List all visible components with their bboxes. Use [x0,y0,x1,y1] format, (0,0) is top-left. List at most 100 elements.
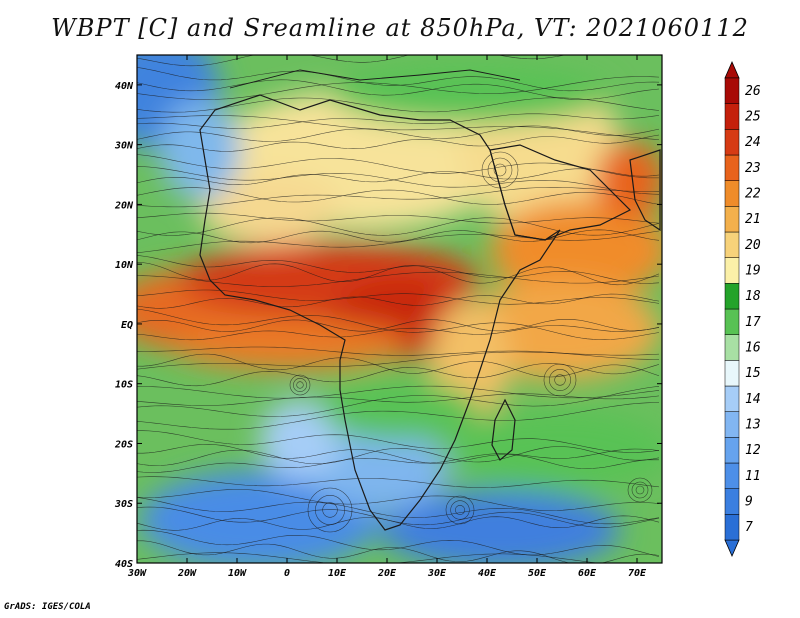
streamline [137,506,660,528]
lat-tick-label: 10S [115,380,133,391]
streamline [137,187,660,205]
lon-tick-label: 30W [127,568,147,579]
lat-tick-label: 30S [114,499,133,510]
streamline [137,353,660,378]
lon-tick-label: 60E [578,568,597,579]
lat-tick-label: 30N [114,141,134,152]
streamline-eddy [289,374,311,396]
streamline [137,325,660,341]
streamline-eddy [307,487,353,533]
colorbar-label: 24 [745,135,761,150]
streamline [137,230,660,253]
streamline [137,187,660,208]
colorbar-swatch [724,257,740,284]
streamline-eddy [487,157,513,183]
streamline [137,529,660,557]
colorbar-swatch [724,514,740,541]
streamline-eddy [315,495,345,525]
streamline-eddy [635,485,645,495]
streamline [137,448,660,473]
colorbar-swatch [724,231,740,258]
streamline [137,402,660,430]
streamline [137,125,660,142]
streamline [137,55,566,67]
streamline [137,444,660,469]
lon-tick-label: 20W [177,568,197,579]
lat-tick-label: 20S [114,439,133,450]
colorbar-swatch [724,411,740,438]
colorbar-label: 25 [745,110,761,125]
colorbar-label: 16 [745,341,761,356]
colorbar-low-arrow [724,539,740,557]
colorbar-high-arrow [724,61,740,79]
streamline [137,446,660,466]
credit-text: GrADS: IGES/COLA [4,602,91,612]
streamline [137,363,660,387]
streamline [137,386,660,417]
streamline-eddy [455,505,465,515]
colorbar-swatch [724,154,740,181]
colorbar-swatch [724,308,740,335]
streamline [137,115,660,140]
lat-tick-label: 10N [115,260,134,271]
colorbar-swatch [724,206,740,233]
streamline [137,430,660,453]
streamlines [137,55,660,563]
longitude-axis: 30W 20W 10W 0 10E 20E 30E 40E 50E 60E 70E [127,55,647,579]
lon-tick-label: 40E [478,568,497,579]
streamline-eddy [627,477,653,503]
streamline [137,154,659,179]
streamline-eddy [445,495,475,525]
streamline [137,393,660,406]
colorbar-label: 17 [745,315,761,330]
streamline-eddy [631,481,649,499]
streamline-eddy [293,378,307,392]
map-title: WBPT [C] and Sreamline at 850hPa, VT: 20… [51,14,749,42]
lon-tick-label: 30E [427,568,447,579]
colorbar-label: 7 [745,520,753,535]
streamline [137,319,660,332]
colorbar-label: 15 [745,366,761,381]
colorbar-swatch [724,385,740,412]
streamline [137,67,660,92]
streamline [137,271,660,287]
streamline [137,293,660,309]
streamline-eddy [296,381,304,389]
colorbar-label: 19 [745,264,761,279]
colorbar-swatch [724,103,740,130]
colorbar-swatch [724,77,740,104]
colorbar-label: 14 [745,392,761,407]
streamline [137,76,660,100]
colorbar-label: 22 [745,187,761,202]
streamline [137,79,660,100]
streamline [137,351,660,370]
colorbar: 7 9 11 12 13 14 15 16 17 18 19 20 21 22 23 24 25 26 [724,61,761,557]
colorbar-swatch [724,437,740,464]
colorbar-label: 20 [745,238,761,253]
streamline [137,134,660,152]
streamline [137,262,660,286]
streamline-eddy [493,163,507,177]
colorbar-swatch [724,129,740,156]
colorbar-label: 13 [745,418,761,433]
colorbar-label: 21 [745,212,761,227]
lon-tick-label: 0 [284,568,290,579]
lon-tick-label: 50E [528,568,547,579]
colorbar-swatch [724,360,740,387]
coastlines [199,69,661,531]
wbpt-shading [137,55,662,563]
streamline [137,385,660,399]
lon-tick-label: 10E [328,568,347,579]
streamline [137,229,660,244]
streamline [137,289,660,305]
streamline [137,515,660,531]
streamline-eddy [549,369,571,391]
streamline-eddy [554,374,566,386]
lon-tick-label: 70E [628,568,647,579]
lon-tick-label: 10W [228,568,247,579]
colorbar-swatch [724,488,740,515]
streamline [137,168,660,185]
latitude-axis: 40N 30N 20N 10N EQ 10S 20S 30S 40S [114,81,662,570]
colorbar-swatch [724,180,740,207]
